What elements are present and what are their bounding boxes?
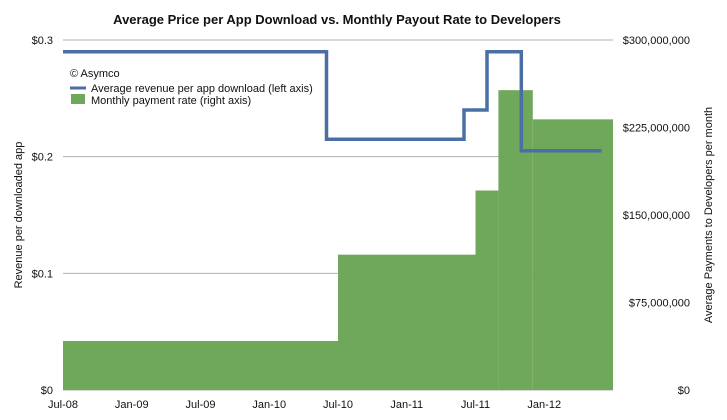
right-tick-label: $0 [678, 385, 690, 397]
payment-bar [475, 190, 499, 390]
x-tick-label: Jan-10 [252, 399, 286, 411]
x-tick-label: Jul-08 [48, 399, 78, 411]
left-tick-label: $0.1 [32, 268, 53, 280]
right-axis-ticks: $0 $75,000,000 $150,000,000 $225,000,000 $30… [623, 35, 690, 397]
left-tick-label: $0.2 [32, 152, 53, 164]
left-axis-label: Revenue per downloaded app [13, 142, 25, 289]
chart-title: Average Price per App Download vs. Month… [113, 12, 561, 27]
legend-line-label: Average revenue per app download (left a… [91, 83, 313, 95]
payment-bar [338, 254, 476, 390]
left-axis-ticks: $0 $0.1 $0.2 $0.3 [32, 35, 53, 397]
revenue-line-series [63, 49, 602, 153]
left-tick-label: $0 [41, 385, 53, 397]
payment-bar [63, 341, 338, 390]
x-tick-label: Jul-11 [461, 399, 490, 411]
left-tick-label: $0.3 [32, 35, 53, 47]
right-tick-label: $150,000,000 [623, 210, 690, 222]
payment-bar [498, 90, 533, 391]
x-tick-label: Jan-11 [390, 399, 423, 411]
x-tick-label: Jan-12 [527, 399, 561, 411]
right-tick-label: $225,000,000 [623, 123, 690, 135]
x-tick-label: Jul-09 [186, 399, 216, 411]
legend-area-swatch [71, 94, 85, 104]
legend-area-label: Monthly payment rate (right axis) [91, 95, 251, 107]
payment-area-series [63, 90, 613, 391]
x-axis-ticks: Jul-08 Jan-09 Jul-09 Jan-10 Jul-10 Jan-11 Jul-… [48, 399, 561, 411]
right-axis-label: Average Payments to Developers per month [703, 107, 715, 323]
revenue-line [63, 49, 602, 153]
x-tick-label: Jan-09 [115, 399, 149, 411]
right-tick-label: $75,000,000 [629, 298, 690, 310]
right-tick-label: $300,000,000 [623, 35, 690, 47]
legend: © Asymco Average revenue per app downloa… [70, 68, 313, 107]
x-tick-label: Jul-10 [323, 399, 353, 411]
payment-bar [532, 119, 613, 390]
copyright-text: © Asymco [70, 68, 120, 80]
